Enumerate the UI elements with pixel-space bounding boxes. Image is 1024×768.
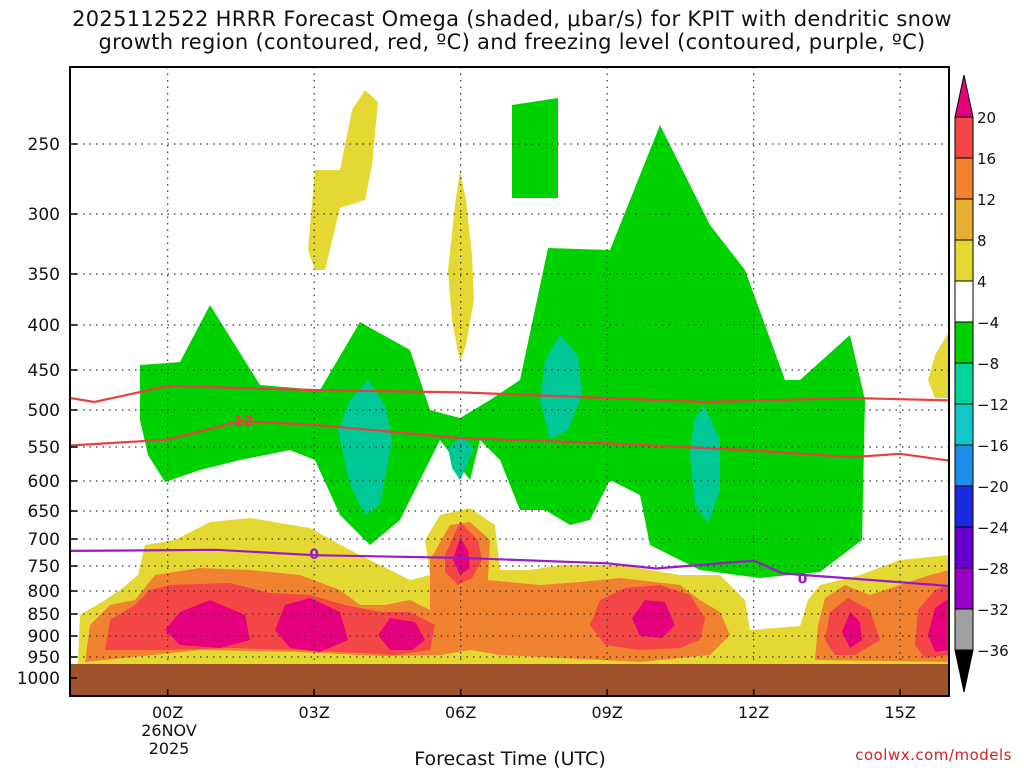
colorbar-label--16: −16	[977, 437, 1009, 455]
colorbar-label--20: −20	[977, 478, 1009, 496]
colorbar-swatch-6	[954, 403, 974, 446]
colorbar-swatch-13	[954, 116, 974, 159]
x-tick-label-03Z: 03Z	[299, 703, 330, 722]
omega-region-yellow-upper-1	[308, 90, 378, 270]
colorbar-swatch-3	[954, 526, 974, 569]
x-tick-label-09Z: 09Z	[592, 703, 623, 722]
colorbar-swatch-4	[954, 485, 974, 528]
y-tick-label-550: 550	[28, 438, 60, 458]
colorbar-label--12: −12	[977, 396, 1009, 414]
plot-area: 0 -12 0	[70, 67, 949, 696]
terrain-surface	[70, 664, 949, 696]
contour-dendritic-lower	[70, 419, 949, 462]
y-axis-pressure: 2503003504004505005506006507007508008509…	[17, 135, 77, 689]
x-tick-label-00Z: 00Z	[152, 703, 183, 722]
contour-label-1: -12	[228, 414, 253, 430]
y-tick-label-1000: 1000	[17, 669, 60, 689]
omega-region-green-main	[140, 125, 865, 578]
y-tick-label-300: 300	[28, 205, 60, 225]
y-tick-label-750: 750	[28, 557, 60, 577]
colorbar-swatch-10	[954, 239, 974, 282]
x-date-line-2: 2025	[149, 739, 190, 758]
colorbar-label-16: 16	[977, 150, 996, 168]
colorbar-label--8: −8	[977, 355, 999, 373]
y-tick-label-650: 650	[28, 502, 60, 522]
x-tick-label-15Z: 15Z	[885, 703, 916, 722]
contour-label-0: 0	[309, 547, 319, 563]
colorbar-label-20: 20	[977, 109, 996, 127]
y-tick-label-700: 700	[28, 530, 60, 550]
omega-region-yellow-upper-2	[448, 170, 474, 362]
omega-region-magenta-4	[453, 538, 470, 575]
omega-region-magenta-7	[928, 598, 949, 652]
title-line-2: growth region (contoured, red, ºC) and f…	[98, 30, 926, 54]
contour-freezing-level	[70, 548, 949, 588]
colorbar-swatch-11	[954, 198, 974, 241]
colorbar-swatch-5	[954, 444, 974, 487]
colorbar-swatch-2	[954, 567, 974, 610]
chart-title: 2025112522 HRRR Forecast Omega (shaded, …	[0, 8, 1024, 54]
y-tick-label-800: 800	[28, 582, 60, 602]
omega-region-teal-1	[338, 380, 392, 515]
y-tick-label-950: 950	[28, 648, 60, 668]
omega-region-magenta-2	[275, 598, 348, 652]
y-tick-label-850: 850	[28, 605, 60, 625]
source-credit: coolwx.com/models	[855, 746, 1012, 764]
temperature-contours: 0 -12 0	[70, 384, 949, 588]
colorbar-label-8: 8	[977, 232, 987, 250]
omega-region-green-top	[512, 98, 558, 198]
colorbar-swatch-1	[954, 608, 974, 651]
colorbar-swatch-9	[954, 280, 974, 323]
omega-region-magenta-5	[632, 600, 675, 638]
colorbar-end-high	[954, 74, 974, 118]
colorbar-label--28: −28	[977, 560, 1009, 578]
y-tick-label-500: 500	[28, 401, 60, 421]
colorbar-label--4: −4	[977, 314, 999, 332]
colorbar-label-4: 4	[977, 273, 987, 291]
plot-frame	[69, 66, 950, 697]
y-tick-label-450: 450	[28, 361, 60, 381]
y-tick-label-350: 350	[28, 265, 60, 285]
omega-region-magenta-1	[165, 600, 250, 648]
colorbar-label--36: −36	[977, 642, 1009, 660]
colorbar-label-12: 12	[977, 191, 996, 209]
omega-region-teal-3	[690, 405, 720, 523]
omega-region-magenta-6	[842, 612, 862, 648]
x-axis-label: Forecast Time (UTC)	[414, 748, 605, 768]
title-line-1: 2025112522 HRRR Forecast Omega (shaded, …	[72, 7, 952, 31]
contour-dendritic-upper	[70, 384, 949, 404]
colorbar-swatch-7	[954, 362, 974, 405]
x-tick-label-12Z: 12Z	[738, 703, 769, 722]
omega-region-magenta-3	[378, 618, 425, 650]
colorbar-swatch-8	[954, 321, 974, 364]
y-tick-label-250: 250	[28, 135, 60, 155]
contour-label-2: 0	[798, 572, 808, 588]
y-tick-label-400: 400	[28, 316, 60, 336]
colorbar-end-low	[954, 649, 974, 693]
omega-region-teal-2	[540, 335, 582, 440]
colorbar-label--24: −24	[977, 519, 1009, 537]
y-tick-label-600: 600	[28, 472, 60, 492]
x-date-line-1: 26NOV	[141, 721, 197, 740]
omega-shading-negative	[140, 98, 865, 578]
omega-region-yellow-upper-3	[928, 333, 949, 398]
x-tick-label-06Z: 06Z	[445, 703, 476, 722]
omega-shading-positive	[78, 90, 949, 664]
colorbar: −36 −32 −28 −24 −20 −16 −12 −8 −4 4 8 12 16 20	[954, 74, 1009, 693]
colorbar-swatch-12	[954, 157, 974, 200]
colorbar-label--32: −32	[977, 601, 1009, 619]
y-tick-label-900: 900	[28, 627, 60, 647]
x-axis-time: 00Z 03Z 06Z 09Z 12Z 15Z	[152, 689, 916, 722]
